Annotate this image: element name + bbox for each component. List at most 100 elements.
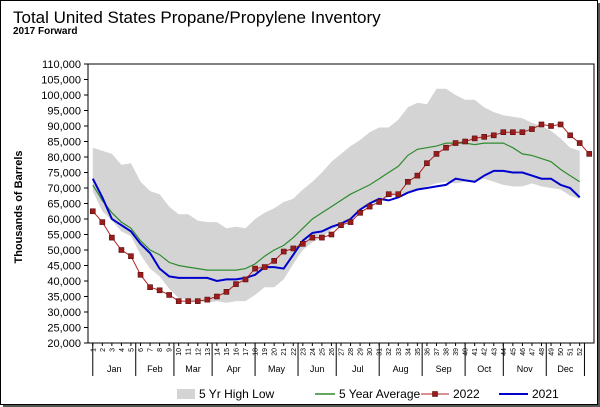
week-label: 24	[310, 348, 317, 356]
week-label: 33	[396, 348, 403, 356]
marker-2022	[500, 129, 507, 135]
marker-2022	[471, 135, 478, 142]
y-tick-label: 70,000	[47, 183, 81, 195]
week-label: 35	[415, 348, 422, 356]
week-label: 34	[405, 348, 412, 356]
y-tick-label: 90,000	[47, 121, 81, 133]
marker-2022	[538, 121, 545, 128]
line-2021	[91, 169, 581, 283]
month-label: Oct	[477, 364, 492, 374]
week-label: 10	[176, 348, 183, 356]
legend-label-2021: 2021	[532, 387, 559, 401]
week-label: 15	[224, 348, 231, 356]
week-label: 45	[510, 348, 517, 356]
month-label: Apr	[227, 364, 241, 374]
marker-2022	[490, 132, 497, 139]
week-label: 41	[472, 348, 479, 356]
month-label: Mar	[185, 364, 201, 374]
marker-2022	[166, 292, 172, 298]
y-tick-label: 60,000	[47, 214, 81, 226]
month-label: Jan	[107, 364, 122, 374]
marker-2022	[529, 126, 535, 132]
week-label: 28	[348, 348, 355, 356]
marker-2022	[481, 134, 488, 140]
marker-2022	[576, 140, 583, 146]
y-tick-label: 105,000	[41, 75, 81, 87]
week-label: 29	[358, 348, 365, 356]
x-axis: 1 2 3 4 5 6 7 8 9 10 11 12 13 14 15 16 17 18 19 20 21 22 23 24 2…	[90, 343, 585, 376]
week-label: 1	[90, 348, 97, 352]
y-axis-label: Thousands of Barrels	[13, 150, 25, 263]
month-label: Aug	[393, 364, 409, 374]
marker-2022	[405, 179, 411, 185]
week-label: 49	[549, 348, 556, 356]
week-label: 22	[291, 348, 298, 356]
line-5yr-average	[92, 142, 581, 271]
y-tick-label: 85,000	[47, 137, 81, 149]
y-tick-label: 55,000	[47, 230, 81, 242]
month-label: Nov	[517, 364, 534, 374]
marker-2022	[557, 121, 564, 128]
marker-2022	[414, 172, 421, 179]
week-label: 6	[138, 348, 145, 352]
month-label: Feb	[147, 364, 163, 374]
marker-2022	[233, 281, 239, 287]
week-label: 36	[424, 348, 431, 356]
week-label: 13	[205, 348, 212, 356]
marker-2022	[137, 271, 144, 278]
marker-2022	[204, 296, 211, 303]
marker-2022	[443, 144, 449, 151]
marker-2022	[319, 234, 325, 241]
legend-label-2022: 2022	[453, 387, 480, 401]
marker-2022	[271, 258, 277, 264]
y-tick-label: 25,000	[47, 323, 81, 335]
line-layer	[89, 121, 593, 304]
y-tick-label: 35,000	[47, 292, 81, 304]
week-label: 50	[558, 348, 565, 356]
legend: 5 Yr High Low 5 Year Average 2022 2021	[177, 387, 559, 401]
week-label: 16	[233, 348, 240, 356]
y-axis: 20,000 25,000 30,000 35,000 40,000 45,000 50,0…	[41, 59, 88, 350]
marker-2022	[385, 191, 392, 197]
marker-2022	[280, 248, 287, 255]
marker-2022	[462, 138, 468, 145]
marker-2022	[567, 132, 573, 139]
y-tick-label: 45,000	[47, 261, 81, 273]
y-tick-label: 65,000	[47, 199, 81, 211]
week-label: 47	[529, 348, 536, 356]
y-tick-label: 20,000	[47, 338, 81, 350]
marker-2022	[242, 276, 249, 283]
week-label: 23	[300, 348, 307, 356]
marker-2022	[424, 160, 430, 166]
month-label: May	[268, 364, 286, 374]
chart-subtitle: 2017 Forward	[13, 26, 78, 37]
y-tick-label: 50,000	[47, 245, 81, 257]
marker-2022	[338, 222, 344, 228]
marker-2022	[147, 284, 153, 291]
marker-2022	[376, 199, 382, 205]
week-label: 32	[386, 348, 393, 356]
week-label: 30	[367, 348, 374, 356]
marker-2022	[328, 231, 335, 238]
week-label: 42	[482, 348, 489, 356]
y-tick-label: 100,000	[41, 90, 81, 102]
week-label: 44	[501, 348, 508, 356]
week-label: 3	[109, 348, 116, 352]
week-label: 26	[329, 348, 336, 356]
marker-2022	[309, 234, 316, 241]
week-label: 7	[148, 348, 155, 352]
legend-swatch-band	[177, 389, 195, 399]
week-label: 31	[377, 348, 384, 356]
week-label: 37	[434, 348, 441, 356]
week-label: 21	[281, 348, 288, 356]
week-label: 40	[463, 348, 470, 356]
y-tick-label: 80,000	[47, 152, 81, 164]
month-label: Dec	[557, 364, 574, 374]
marker-2022	[357, 210, 363, 216]
week-label: 46	[520, 348, 527, 356]
week-label: 14	[214, 348, 221, 356]
marker-2022	[261, 264, 268, 270]
marker-2022	[99, 219, 106, 225]
week-label: 25	[319, 348, 326, 356]
